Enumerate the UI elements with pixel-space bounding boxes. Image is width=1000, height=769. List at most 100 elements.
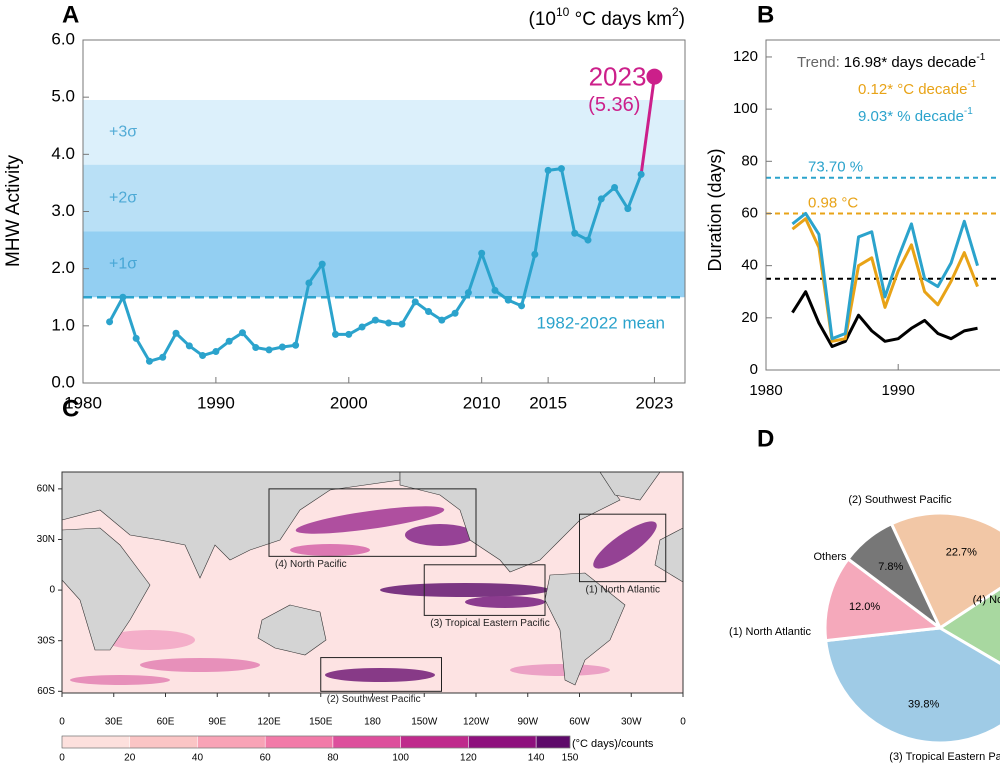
slice-label: (1) North Atlantic bbox=[729, 626, 811, 638]
data-point bbox=[331, 330, 339, 338]
colorbar-tick-label: 0 bbox=[59, 753, 65, 764]
x-tick-label: 2023 bbox=[636, 393, 674, 412]
y-tick-label: 3.0 bbox=[51, 201, 75, 220]
y-axis-label: Duration (days) bbox=[705, 148, 725, 271]
data-point bbox=[172, 329, 180, 337]
data-point bbox=[398, 320, 406, 328]
x-tick-label: 2000 bbox=[330, 393, 368, 412]
data-line bbox=[791, 290, 978, 349]
data-point bbox=[265, 346, 273, 354]
region-label: (2) Southwest Pacific bbox=[327, 694, 421, 705]
panel-title: A bbox=[62, 1, 79, 28]
colorbar-swatch bbox=[468, 735, 537, 749]
y-tick-label: 60 bbox=[741, 204, 758, 221]
data-point bbox=[571, 229, 579, 237]
y-tick-label: 4.0 bbox=[51, 144, 75, 163]
reference-label: 73.70 % bbox=[808, 159, 863, 176]
data-point bbox=[145, 357, 153, 365]
band-label: +2σ bbox=[109, 189, 137, 206]
data-point bbox=[385, 319, 393, 327]
data-point bbox=[278, 343, 286, 351]
data-point bbox=[159, 353, 167, 361]
slice-label: (3) Tropical Eastern Pacific bbox=[889, 751, 1000, 763]
colorbar-tick-label: 80 bbox=[327, 753, 339, 764]
lon-tick-label: 60E bbox=[157, 717, 175, 728]
data-point bbox=[225, 337, 233, 345]
pie-slice bbox=[889, 511, 1000, 631]
trend-label: 0.12* °C decade-1 bbox=[858, 79, 977, 98]
reference-label: 0.98 °C bbox=[808, 194, 858, 211]
data-point bbox=[212, 348, 220, 356]
x-tick-label: 1980 bbox=[64, 393, 102, 412]
mean-label: 1982-2022 mean bbox=[536, 314, 665, 333]
heat-pattern bbox=[70, 506, 657, 685]
highlight-segment bbox=[639, 76, 656, 175]
trend-box bbox=[790, 47, 1000, 129]
data-point bbox=[451, 309, 459, 317]
lon-tick-label: 30E bbox=[105, 717, 123, 728]
pie-slice bbox=[937, 586, 1000, 665]
y-axis-label: MHW Activity bbox=[3, 155, 24, 267]
data-point bbox=[637, 170, 645, 178]
data-point bbox=[185, 342, 193, 350]
pie-slice bbox=[845, 521, 942, 630]
x-tick-label: 1990 bbox=[882, 382, 915, 399]
lat-tick-label: 0 bbox=[49, 585, 55, 596]
lon-tick-label: 0 bbox=[59, 717, 65, 728]
region-label: (3) Tropical Eastern Pacific bbox=[430, 618, 550, 629]
colorbar-tick-label: 60 bbox=[260, 753, 272, 764]
y-tick-label: 0 bbox=[750, 361, 758, 378]
lat-tick-label: 30N bbox=[37, 534, 55, 545]
region-label: (4) North Pacific bbox=[275, 559, 347, 570]
colorbar-tick-label: 40 bbox=[192, 753, 204, 764]
data-point bbox=[611, 183, 619, 191]
colorbar-tick-label: 20 bbox=[124, 753, 136, 764]
lon-tick-label: 90E bbox=[208, 717, 226, 728]
trend-sup: -1 bbox=[967, 79, 976, 90]
colorbar-tick-label: 120 bbox=[460, 753, 477, 764]
x-tick-label: 2015 bbox=[529, 393, 567, 412]
lon-tick-label: 60W bbox=[569, 717, 590, 728]
data-point bbox=[438, 316, 446, 324]
data-point bbox=[504, 296, 512, 304]
y-tick-label: 1.0 bbox=[51, 315, 75, 334]
y-tick-label: 80 bbox=[741, 152, 758, 169]
y-tick-label: 20 bbox=[741, 309, 758, 326]
sigma-band bbox=[83, 100, 685, 165]
band-label: +3σ bbox=[109, 124, 137, 141]
trend-label: 9.03* % decade-1 bbox=[858, 106, 973, 125]
panel-title: C bbox=[62, 395, 79, 422]
sigma-band bbox=[83, 164, 685, 232]
colorbar-swatch bbox=[535, 735, 571, 749]
panel-title: D bbox=[757, 425, 774, 452]
region-label: (1) North Atlantic bbox=[586, 584, 660, 595]
lon-tick-label: 150W bbox=[411, 717, 438, 728]
data-point bbox=[199, 352, 207, 360]
data-point bbox=[478, 249, 486, 257]
trend-sup: -1 bbox=[964, 106, 973, 117]
colorbar-swatch bbox=[129, 735, 198, 749]
trend-name: 9.03* % decade bbox=[858, 108, 964, 125]
lon-tick-label: 90W bbox=[517, 717, 538, 728]
map: (1) North Atlantic (2) Southwest Pacific (… bbox=[61, 471, 684, 705]
lat-tick-label: 60S bbox=[37, 686, 55, 697]
data-point bbox=[557, 165, 565, 173]
colorbar-tick-label: 150 bbox=[562, 753, 579, 764]
data-point bbox=[584, 236, 592, 244]
lon-tick-label: 120E bbox=[257, 717, 281, 728]
trend-name: 0.12* °C decade bbox=[858, 81, 967, 98]
pie-slice bbox=[823, 556, 944, 643]
data-point bbox=[292, 341, 300, 349]
plot-frame bbox=[765, 39, 1000, 371]
slice-value-label: 12.0% bbox=[849, 601, 880, 613]
data-point bbox=[238, 329, 246, 337]
lon-tick-label: 0 bbox=[680, 717, 686, 728]
y-tick-label: 0.0 bbox=[51, 372, 75, 391]
trend-prefix: Trend: bbox=[797, 54, 840, 71]
data-point bbox=[544, 166, 552, 174]
slice-value-label: 39.8% bbox=[908, 698, 939, 710]
slice-value-label: 22.7% bbox=[946, 547, 977, 559]
land bbox=[61, 471, 684, 686]
data-point bbox=[106, 318, 114, 326]
